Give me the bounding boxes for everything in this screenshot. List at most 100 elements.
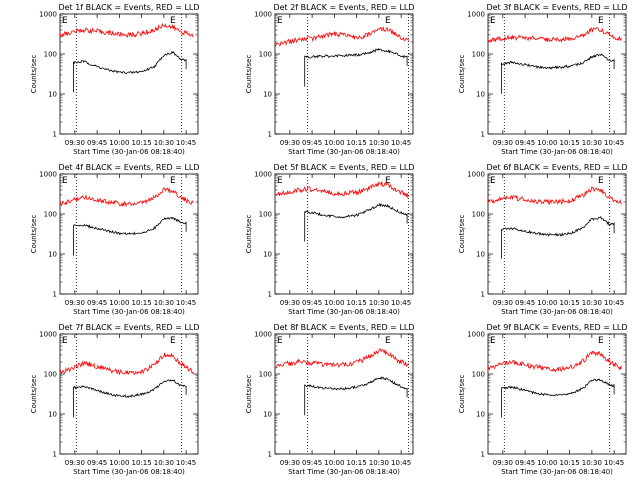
- plot-frame: [274, 333, 414, 455]
- plot-frame: [487, 13, 627, 135]
- panel-2: Det 2f BLACK = Events, RED = LLD 1 10 100 10…: [245, 3, 415, 156]
- lld-series-line: [274, 181, 409, 199]
- panel-title: Det 6f BLACK = Events, RED = LLD: [486, 163, 627, 172]
- x-tick-label: 10:45: [604, 139, 624, 147]
- y-tick-label: 100: [44, 371, 57, 379]
- corner-mark: E: [170, 176, 176, 186]
- panel-title: Det 5f BLACK = Events, RED = LLD: [273, 163, 414, 172]
- x-tick-label: 09:30: [493, 299, 513, 307]
- y-axis-label: Counts/sec: [30, 375, 38, 414]
- x-tick-label: 09:45: [87, 139, 107, 147]
- lld-series-line: [487, 350, 622, 373]
- y-tick-label: 1: [481, 131, 485, 139]
- x-tick-label: 09:30: [65, 139, 85, 147]
- x-tick-label: 10:15: [347, 299, 367, 307]
- x-tick-label: 10:15: [560, 139, 580, 147]
- x-tick-label: 10:00: [537, 139, 557, 147]
- x-tick-label: 10:00: [324, 299, 344, 307]
- lld-series-line: [487, 185, 622, 205]
- x-tick-label: 09:45: [302, 139, 322, 147]
- lld-series-line: [59, 187, 194, 208]
- x-axis-label: Start Time (30-Jan-06 08:18:40): [288, 308, 400, 316]
- x-tick-label: 10:30: [369, 459, 389, 467]
- lld-series-line: [487, 26, 622, 43]
- x-tick-label: 10:45: [391, 139, 411, 147]
- x-tick-label: 09:30: [280, 299, 300, 307]
- events-series-line: [501, 215, 615, 259]
- y-axis-label: Counts/sec: [245, 55, 253, 94]
- panel-title: Det 8f BLACK = Events, RED = LLD: [273, 323, 414, 332]
- y-tick-label: 1000: [39, 171, 57, 179]
- panel-9: Det 9f BLACK = Events, RED = LLD 1 10 100 10…: [458, 323, 628, 476]
- y-tick-label: 1000: [254, 331, 272, 339]
- x-tick-label: 10:00: [324, 139, 344, 147]
- panel-3: Det 3f BLACK = Events, RED = LLD 1 10 100 10…: [458, 3, 628, 156]
- x-tick-label: 10:00: [109, 459, 129, 467]
- y-tick-label: 100: [472, 371, 485, 379]
- lld-series-line: [59, 22, 194, 38]
- corner-mark: E: [598, 16, 604, 26]
- plot-frame: [487, 173, 627, 295]
- y-tick-label: 10: [476, 411, 485, 419]
- panel-7: Det 7f BLACK = Events, RED = LLD 1 10 100 10…: [30, 323, 200, 476]
- x-tick-label: 09:45: [515, 459, 535, 467]
- corner-mark: E: [277, 336, 283, 346]
- x-tick-label: 10:00: [537, 299, 557, 307]
- x-tick-label: 09:45: [515, 139, 535, 147]
- x-tick-label: 10:30: [582, 299, 602, 307]
- y-tick-label: 1: [268, 131, 272, 139]
- panel-title: Det 9f BLACK = Events, RED = LLD: [486, 323, 627, 332]
- events-series-line: [73, 50, 187, 93]
- plot-frame: [59, 13, 199, 135]
- y-tick-label: 10: [476, 91, 485, 99]
- corner-mark: E: [170, 336, 176, 346]
- corner-mark: E: [490, 16, 496, 26]
- y-tick-label: 1000: [467, 331, 485, 339]
- x-tick-label: 09:30: [280, 459, 300, 467]
- x-axis-label: Start Time (30-Jan-06 08:18:40): [288, 148, 400, 156]
- panel-1: Det 1f BLACK = Events, RED = LLD 1 10 100 10…: [30, 3, 200, 156]
- y-tick-label: 10: [263, 91, 272, 99]
- y-tick-label: 1: [481, 451, 485, 459]
- panel-title: Det 3f BLACK = Events, RED = LLD: [486, 3, 627, 12]
- events-series-line: [304, 376, 408, 416]
- events-series-line: [73, 216, 187, 256]
- x-tick-label: 10:30: [582, 459, 602, 467]
- lld-series-line: [59, 352, 194, 376]
- corner-mark: E: [598, 336, 604, 346]
- plot-frame: [274, 173, 414, 295]
- x-tick-label: 09:30: [280, 139, 300, 147]
- x-tick-label: 10:15: [132, 459, 152, 467]
- panel-5: Det 5f BLACK = Events, RED = LLD 1 10 100 10…: [245, 163, 415, 316]
- x-tick-label: 10:15: [132, 299, 152, 307]
- events-series-line: [501, 53, 615, 94]
- corner-mark: E: [277, 176, 283, 186]
- x-axis-label: Start Time (30-Jan-06 08:18:40): [73, 148, 185, 156]
- y-tick-label: 1: [53, 291, 57, 299]
- panel-title: Det 7f BLACK = Events, RED = LLD: [58, 323, 199, 332]
- x-tick-label: 09:30: [493, 139, 513, 147]
- y-axis-label: Counts/sec: [245, 375, 253, 414]
- lld-series-line: [274, 26, 409, 47]
- y-tick-label: 10: [48, 251, 57, 259]
- x-axis-label: Start Time (30-Jan-06 08:18:40): [501, 308, 613, 316]
- x-axis-label: Start Time (30-Jan-06 08:18:40): [501, 148, 613, 156]
- x-tick-label: 10:30: [369, 139, 389, 147]
- y-tick-label: 1: [268, 451, 272, 459]
- y-tick-label: 1: [53, 451, 57, 459]
- x-tick-label: 10:45: [604, 299, 624, 307]
- x-tick-label: 10:45: [176, 139, 196, 147]
- y-tick-label: 1000: [467, 11, 485, 19]
- corner-mark: E: [598, 176, 604, 186]
- corner-mark: E: [490, 336, 496, 346]
- y-tick-label: 100: [259, 211, 272, 219]
- x-tick-label: 10:15: [347, 459, 367, 467]
- x-tick-label: 10:30: [154, 299, 174, 307]
- plot-frame: [487, 333, 627, 455]
- x-tick-label: 10:00: [109, 139, 129, 147]
- x-tick-label: 10:30: [369, 299, 389, 307]
- x-tick-label: 10:30: [154, 139, 174, 147]
- x-tick-label: 09:30: [65, 299, 85, 307]
- panel-title: Det 2f BLACK = Events, RED = LLD: [273, 3, 414, 12]
